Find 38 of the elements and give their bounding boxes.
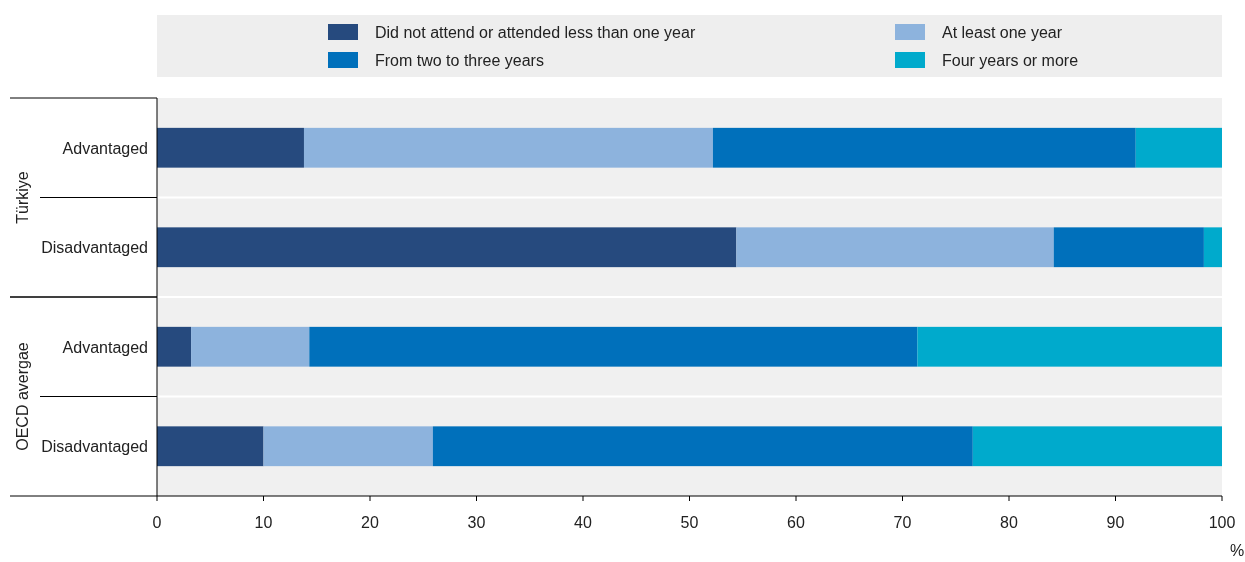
- x-tick-label: 50: [680, 514, 699, 531]
- x-tick-label: 100: [1208, 514, 1236, 531]
- bar: [917, 326, 1222, 367]
- x-tick-label: 80: [1000, 514, 1018, 531]
- bar: [1203, 227, 1223, 268]
- y-tick-label: Disadvantaged: [41, 239, 148, 257]
- legend-label: Did not attend or attended less than one year: [375, 24, 696, 41]
- legend-label: Four years or more: [942, 52, 1079, 69]
- x-tick-label: 20: [361, 514, 379, 531]
- bar: [157, 127, 304, 168]
- y-tick-label: Advantaged: [62, 338, 148, 356]
- bar: [157, 227, 737, 268]
- bar: [303, 127, 713, 168]
- x-tick-label: 90: [1106, 514, 1125, 531]
- x-tick-label: 30: [467, 514, 486, 531]
- x-tick-label: 70: [893, 514, 912, 531]
- y-tick-label: Disadvantaged: [41, 438, 148, 456]
- x-tick-label: 60: [787, 514, 805, 531]
- text: OECD avergae: [14, 342, 31, 451]
- text: Türkiye: [14, 171, 31, 224]
- bar: [157, 426, 264, 467]
- bar: [712, 127, 1136, 168]
- x-tick-label: 40: [574, 514, 592, 531]
- bar: [191, 326, 310, 367]
- bar: [736, 227, 1054, 268]
- x-tick-label: 0: [152, 514, 162, 531]
- y-tick-label: Advantaged: [62, 139, 148, 157]
- bar: [1053, 227, 1204, 268]
- x-tick-label: 10: [254, 514, 273, 531]
- legend-label: From two to three years: [375, 52, 544, 69]
- x-axis-title: %: [1229, 542, 1245, 559]
- legend-label: At least one year: [942, 24, 1063, 41]
- bar: [157, 326, 192, 367]
- bar: [432, 426, 973, 467]
- bar: [1135, 127, 1222, 168]
- bar: [972, 426, 1222, 467]
- bar: [309, 326, 918, 367]
- bar: [263, 426, 433, 467]
